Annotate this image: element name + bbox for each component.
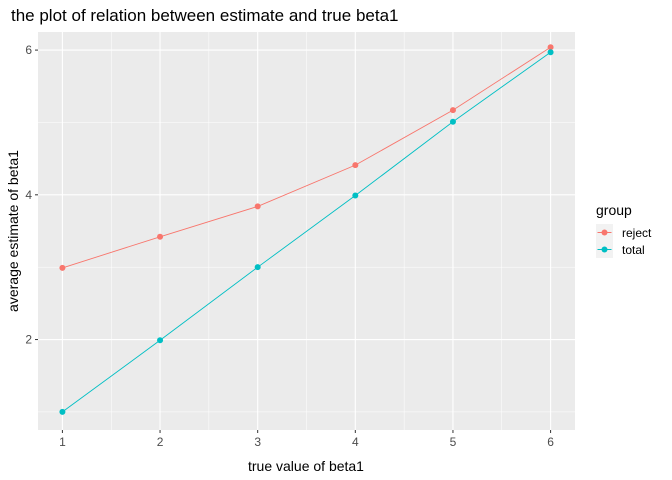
data-point-reject — [352, 162, 359, 169]
x-tick-label: 2 — [157, 435, 164, 449]
data-point-total — [352, 192, 359, 199]
data-point-total — [157, 337, 164, 344]
y-tick-label: 6 — [25, 43, 32, 57]
series-layer — [59, 44, 554, 415]
legend-key-point — [601, 229, 608, 236]
data-point-reject — [547, 44, 554, 51]
y-tick-label: 4 — [25, 188, 32, 202]
data-point-reject — [59, 264, 66, 271]
chart-title: the plot of relation between estimate an… — [11, 6, 398, 25]
x-axis: 1 2 3 4 5 6 — [59, 430, 554, 449]
x-tick-label: 4 — [352, 435, 359, 449]
legend-key-point — [601, 246, 608, 253]
x-tick-label: 5 — [450, 435, 457, 449]
data-point-total — [254, 264, 261, 271]
legend-label-total: total — [622, 243, 645, 257]
x-tick-label: 3 — [254, 435, 261, 449]
y-tick-label: 2 — [25, 333, 32, 347]
data-point-reject — [449, 107, 456, 114]
data-point-total — [59, 408, 66, 415]
legend: group reject total — [596, 202, 652, 258]
x-tick-label: 1 — [59, 435, 66, 449]
series-line-reject — [62, 46, 551, 269]
y-axis-title: average estimate of beta1 — [5, 150, 21, 312]
data-point-total — [547, 49, 554, 56]
data-point-total — [449, 118, 456, 125]
x-axis-title: true value of beta1 — [248, 458, 364, 474]
y-axis: 2 4 6 — [25, 43, 38, 347]
legend-label-reject: reject — [622, 226, 652, 240]
data-point-reject — [254, 203, 261, 210]
x-tick-label: 6 — [547, 435, 554, 449]
data-point-reject — [157, 233, 164, 240]
series-line-total — [62, 51, 551, 413]
major-grid — [38, 32, 575, 430]
legend-title: group — [596, 202, 632, 218]
